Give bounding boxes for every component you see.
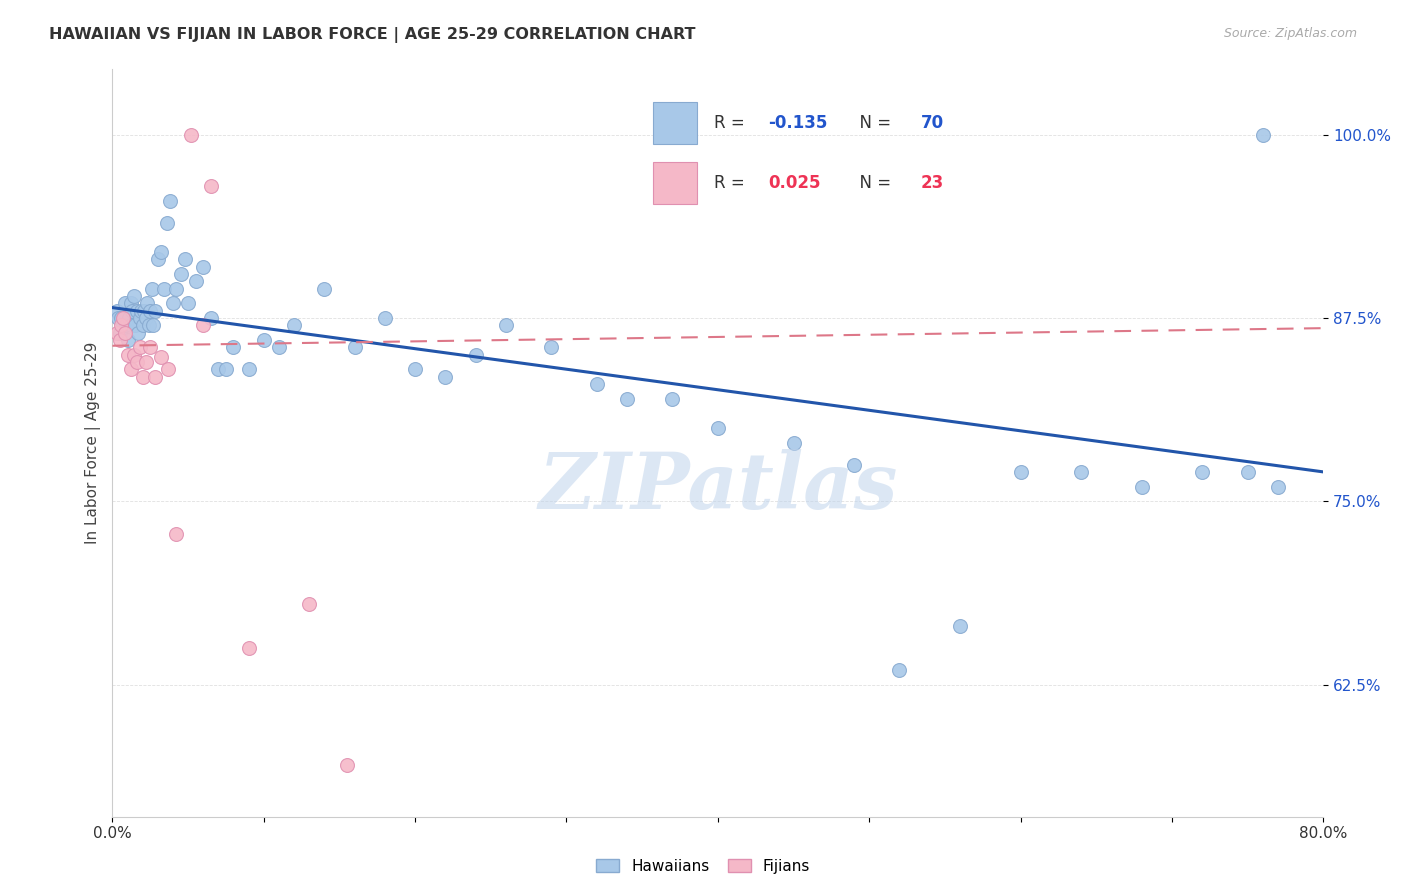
Point <box>118 310 141 325</box>
Point <box>117 333 139 347</box>
Point <box>1236 465 1258 479</box>
Point <box>120 318 142 333</box>
Point <box>222 340 245 354</box>
Point <box>165 281 187 295</box>
Point <box>124 318 146 333</box>
Point <box>107 310 129 325</box>
Point <box>162 296 184 310</box>
Point <box>165 526 187 541</box>
Point <box>238 640 260 655</box>
Point <box>128 340 150 354</box>
Point <box>434 369 457 384</box>
Point <box>105 326 128 340</box>
Point <box>374 310 396 325</box>
Point <box>585 376 607 391</box>
Point <box>115 318 138 333</box>
Point <box>142 318 165 333</box>
Point <box>135 310 157 325</box>
Legend: Hawaiians, Fijians: Hawaiians, Fijians <box>589 853 817 880</box>
Point <box>141 281 163 295</box>
Point <box>108 333 131 347</box>
Text: HAWAIIAN VS FIJIAN IN LABOR FORCE | AGE 25-29 CORRELATION CHART: HAWAIIAN VS FIJIAN IN LABOR FORCE | AGE … <box>49 27 696 43</box>
Point <box>200 310 222 325</box>
Point <box>121 303 143 318</box>
Point <box>283 318 305 333</box>
Point <box>122 347 145 361</box>
Point <box>105 303 128 318</box>
Point <box>143 369 166 384</box>
Point <box>146 252 169 267</box>
Point <box>184 274 207 288</box>
Point <box>343 340 366 354</box>
Point <box>842 458 865 472</box>
Point <box>207 362 229 376</box>
Point <box>1130 479 1153 493</box>
Y-axis label: In Labor Force | Age 25-29: In Labor Force | Age 25-29 <box>86 342 101 544</box>
Point <box>110 310 132 325</box>
Text: Source: ZipAtlas.com: Source: ZipAtlas.com <box>1223 27 1357 40</box>
Point <box>117 347 139 361</box>
Point <box>540 340 562 354</box>
Point <box>114 326 136 340</box>
Point <box>314 281 336 295</box>
Point <box>200 178 222 193</box>
Point <box>707 421 730 435</box>
Point <box>253 333 276 347</box>
Point <box>157 362 180 376</box>
Point <box>464 347 486 361</box>
Point <box>1070 465 1092 479</box>
Point <box>149 244 172 259</box>
Point <box>138 318 160 333</box>
Point <box>120 362 142 376</box>
Point <box>134 303 156 318</box>
Point <box>159 194 181 208</box>
Point <box>193 318 215 333</box>
Point <box>267 340 290 354</box>
Point <box>495 318 517 333</box>
Point <box>114 296 136 310</box>
Point <box>143 303 166 318</box>
Point <box>128 310 150 325</box>
Point <box>149 351 172 365</box>
Point <box>1267 479 1289 493</box>
Point <box>131 369 153 384</box>
Point <box>1010 465 1032 479</box>
Point <box>215 362 238 376</box>
Point <box>139 303 162 318</box>
Point <box>139 340 162 354</box>
Point <box>336 758 359 772</box>
Point <box>129 303 152 318</box>
Point <box>110 318 132 333</box>
Point <box>125 355 148 369</box>
Point <box>404 362 426 376</box>
Point <box>949 619 972 633</box>
Point <box>153 281 176 295</box>
Point <box>125 303 148 318</box>
Point <box>1251 128 1274 142</box>
Point <box>177 296 200 310</box>
Point <box>120 296 142 310</box>
Point <box>156 215 179 229</box>
Point <box>298 597 321 611</box>
Point <box>111 310 134 325</box>
Text: ZIPatlas: ZIPatlas <box>538 450 897 525</box>
Point <box>136 296 159 310</box>
Point <box>180 128 202 142</box>
Point <box>661 392 683 406</box>
Point <box>135 355 157 369</box>
Point <box>782 435 804 450</box>
Point <box>174 252 197 267</box>
Point <box>108 326 131 340</box>
Point <box>111 318 134 333</box>
Point <box>122 289 145 303</box>
Point <box>193 260 215 274</box>
Point <box>616 392 638 406</box>
Point <box>169 267 191 281</box>
Point <box>889 663 911 677</box>
Point <box>131 318 153 333</box>
Point <box>238 362 260 376</box>
Point <box>1191 465 1213 479</box>
Point <box>127 326 149 340</box>
